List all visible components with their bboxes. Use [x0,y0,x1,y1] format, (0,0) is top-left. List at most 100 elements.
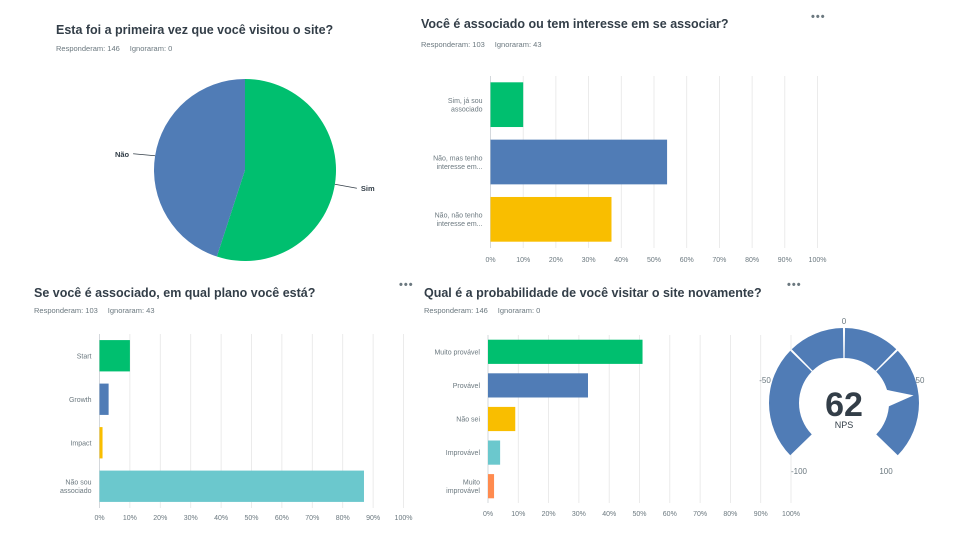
category-label: Start [77,353,92,360]
category-label: improvável [446,488,480,495]
pie-slice-nao [154,79,245,257]
nps-tick-50: 50 [916,376,925,385]
nps-segment-3 [876,350,919,456]
panel-first-visit: Esta foi a primeira vez que você visitou… [0,0,400,270]
x-tick-label: 40% [214,515,228,522]
x-tick-label: 40% [614,257,628,264]
category-label: Growth [69,397,92,404]
x-tick-label: 70% [305,515,319,522]
nps-gauge: 62 NPS 0 50 100 -100 -50 [759,317,925,476]
question-title: Qual é a probabilidade de você visitar o… [424,286,762,300]
pie-leader-nao [133,153,156,157]
bar-muito-improvavel [488,474,495,499]
category-label: Não sou [65,480,91,487]
category-label: interesse em... [437,164,483,171]
x-tick-label: 0% [485,257,495,264]
bar-impact [99,427,103,459]
x-tick-label: 80% [723,511,737,518]
x-tick-label: 20% [542,511,556,518]
nps-segment-1 [791,328,844,371]
skipped-count: Ignoraram: 43 [107,306,155,315]
nps-tick-0: 0 [842,317,847,326]
x-tick-label: 30% [572,511,586,518]
x-tick-label: 60% [680,257,694,264]
x-tick-label: 30% [184,515,198,522]
nps-pointer [884,389,914,408]
nps-ring [769,328,919,456]
x-tick-label: 40% [602,511,616,518]
x-tick-label: 70% [693,511,707,518]
x-tick-label: 100% [395,515,413,522]
pie-slice-sim [216,79,337,261]
x-tick-label: 60% [275,515,289,522]
x-tick-label: 50% [647,257,661,264]
x-tick-label: 100% [809,257,827,264]
pie-label-sim: Sim [361,184,375,193]
x-tick-label: 90% [778,257,792,264]
x-tick-label: 90% [754,511,768,518]
x-tick-label: 20% [153,515,167,522]
category-label: associado [451,106,483,113]
category-label: Não, mas tenho [433,155,483,162]
bar-nao-nao-tenho-interesse-em [490,196,612,242]
nps-tick-minus-100: -100 [791,467,808,476]
bar-growth [99,383,109,415]
pie-chart: Sim Não [115,79,375,261]
nps-center [800,359,888,447]
category-label: interesse em... [437,221,483,228]
category-label: Muito [463,479,480,486]
nps-segment-2 [844,328,897,371]
category-label: Não, não tenho [435,213,483,220]
x-tick-label: 80% [745,257,759,264]
x-tick-label: 60% [663,511,677,518]
response-stats: Responderam: 103 Ignoraram: 43 [421,40,542,49]
skipped-count: Ignoraram: 43 [494,40,542,49]
x-tick-label: 50% [244,515,258,522]
question-title: Esta foi a primeira vez que você visitou… [56,23,334,37]
panel-revisit-likelihood: Qual é a probabilidade de você visitar o… [0,270,960,540]
bar-provavel [488,373,588,398]
x-tick-label: 10% [511,511,525,518]
nps-label: NPS [835,420,854,430]
category-label: Impact [70,440,91,447]
more-options-menu[interactable]: ••• [399,279,414,291]
category-label: Sim, já sou [448,98,483,105]
response-stats: Responderam: 103 Ignoraram: 43 [34,306,155,315]
pie-label-nao: Não [115,150,130,159]
skipped-count: Ignoraram: 0 [497,306,541,315]
bar-nao-sou-associado [99,470,364,502]
panel-plan: Se você é associado, em qual plano você … [0,270,440,540]
answered-count: Responderam: 146 [424,306,488,315]
x-tick-label: 0% [483,511,493,518]
bar-nao-mas-tenho-interesse-em [490,139,668,185]
bar-muito-provavel [488,339,643,364]
x-tick-label: 20% [549,257,563,264]
category-label: Muito provável [434,349,480,356]
category-label: associado [60,488,92,495]
x-tick-label: 30% [582,257,596,264]
x-tick-label: 70% [712,257,726,264]
category-label: Improvável [446,450,481,457]
bar-nao-sei [488,406,516,432]
panel-membership-interest: Você é associado ou tem interesse em se … [421,11,827,265]
nps-segment-0 [769,350,812,456]
question-title: Você é associado ou tem interesse em se … [421,17,729,31]
answered-count: Responderam: 146 [56,44,120,53]
answered-count: Responderam: 103 [421,40,485,49]
x-tick-label: 100% [782,511,800,518]
bar-chart-membership-interest: 0% 10% 20% 30% 40% 50% 60% 70% 80% 90% 100% Sim, já… [433,76,827,264]
nps-tick-minus-50: -50 [759,376,771,385]
pie-leader-sim [334,183,357,189]
nps-tick-100: 100 [879,467,893,476]
more-options-menu[interactable]: ••• [787,279,802,291]
skipped-count: Ignoraram: 0 [129,44,173,53]
x-tick-label: 80% [336,515,350,522]
x-tick-label: 90% [366,515,380,522]
category-label: Não sei [456,417,480,424]
category-label: Provável [453,383,481,390]
bar-chart-revisit-likelihood: 0% 10% 20% 30% 40% 50% 60% 70% 80% 90% 100% Muito p… [434,335,800,518]
response-stats: Responderam: 146 Ignoraram: 0 [56,44,172,53]
x-tick-label: 10% [516,257,530,264]
answered-count: Responderam: 103 [34,306,98,315]
more-options-menu[interactable]: ••• [811,11,826,23]
